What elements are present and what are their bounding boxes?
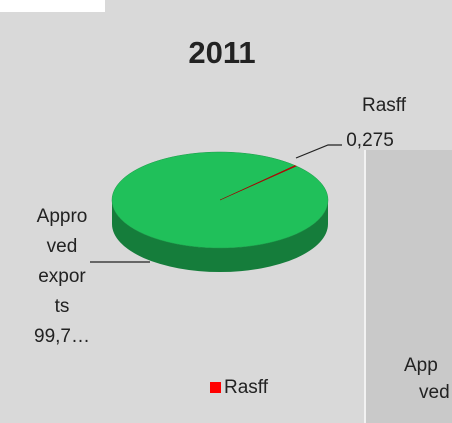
overlay-label: ved (419, 382, 450, 403)
slice (219, 165, 297, 201)
data-label-name: Appro ved expor ts (37, 206, 88, 317)
data-label-value: 99,7… (34, 326, 90, 347)
legend-label: Rasff (224, 377, 269, 398)
legend-swatch (210, 382, 221, 393)
window-edge (0, 0, 105, 12)
overlay-panel (366, 150, 452, 423)
leader-line (295, 144, 342, 159)
slice-side (112, 200, 328, 272)
data-label-name: Rasff (362, 95, 407, 116)
chart-title: 2011 (188, 35, 255, 70)
data-label-value: 0,275 (346, 130, 394, 151)
overlay-label: App (404, 355, 438, 376)
